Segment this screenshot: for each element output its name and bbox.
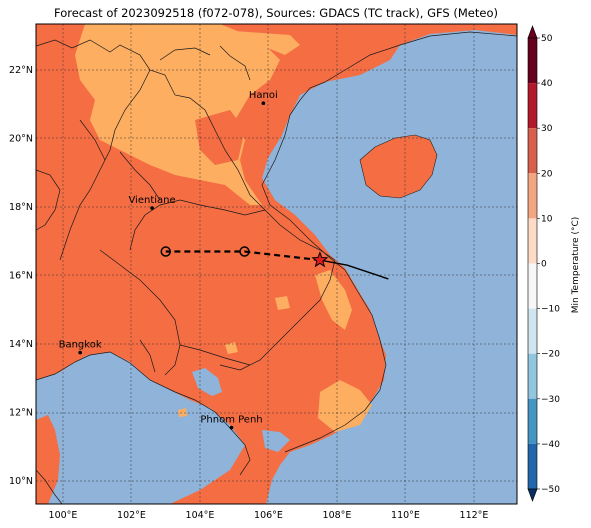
- colorbar-tick-label: −40: [541, 440, 560, 450]
- lat-tick-label: 18°N: [9, 202, 33, 213]
- colorbar-segment: [528, 398, 537, 444]
- city-label: Bangkok: [59, 340, 102, 351]
- longitude-labels: 100°E 102°E 104°E 106°E 108°E 110°E 112°E: [49, 510, 489, 521]
- lon-tick-label: 100°E: [49, 510, 78, 521]
- lat-tick-label: 10°N: [9, 476, 33, 487]
- colorbar-segment: [528, 128, 537, 174]
- colorbar-segment: [528, 38, 537, 84]
- lat-tick-label: 16°N: [9, 271, 33, 282]
- lat-tick-label: 22°N: [9, 65, 33, 76]
- tc-current-position-star-icon: [311, 251, 329, 268]
- colorbar-tick-label: −30: [541, 395, 560, 405]
- colorbar-label: Min Temperature (°C): [571, 217, 581, 314]
- colorbar-tick-label: −20: [541, 350, 560, 360]
- colorbar: 50 40 30 20 10 0 −10 −20 −30 −40 −50: [527, 25, 560, 502]
- lat-tick-label: 12°N: [9, 408, 33, 419]
- map-frame: [35, 23, 518, 505]
- tc-forecast-track: [165, 250, 320, 262]
- city-label: Hanoi: [249, 90, 278, 101]
- lon-tick-label: 112°E: [460, 510, 489, 521]
- colorbar-tick-label: −50: [541, 485, 560, 495]
- tc-forecast-point-icon: [160, 246, 171, 257]
- tc-past-track: [319, 259, 389, 280]
- colorbar-segment: [528, 308, 537, 354]
- colorbar-segment: [528, 263, 537, 309]
- land-mild-northeast: [220, 30, 300, 55]
- lon-tick-label: 106°E: [254, 510, 283, 521]
- colorbar-tick-label: 10: [541, 214, 553, 224]
- land-mild-patch-5: [178, 408, 187, 417]
- city-label: Vientiane: [128, 195, 175, 206]
- colorbar-tick-label: 30: [541, 124, 553, 134]
- mekong-delta-water: [262, 430, 290, 452]
- colorbar-segment: [528, 218, 537, 264]
- city-label: Phnom Penh: [200, 415, 262, 426]
- map-area: Hanoi Vientiane Bangkok Phnom Penh: [36, 24, 517, 504]
- colorbar-top-arrow-icon: [527, 25, 538, 39]
- colorbar-tick-label: 20: [541, 169, 553, 179]
- tc-forecast-point-icon: [239, 246, 250, 257]
- lat-tick-label: 20°N: [9, 134, 33, 145]
- colorbar-tick-label: 40: [541, 79, 553, 89]
- land-mild-patch-4: [225, 342, 238, 354]
- land-mild-coast-1: [315, 270, 352, 330]
- country-borders: [36, 31, 517, 504]
- lon-tick-label: 104°E: [186, 510, 215, 521]
- colorbar-tick-label: −10: [541, 305, 560, 315]
- city-dot-icon: [261, 101, 266, 106]
- colorbar-segment: [528, 443, 537, 489]
- gulf-of-thailand: [36, 352, 245, 504]
- city-dot-icon: [229, 425, 234, 430]
- peninsula-land: [36, 415, 60, 504]
- colorbar-segment: [528, 83, 537, 129]
- lat-tick-label: 14°N: [9, 339, 33, 350]
- colorbar-tick-label: 0: [541, 260, 547, 270]
- land-mild-coast-2: [318, 380, 372, 432]
- hainan-island: [359, 134, 438, 199]
- city-markers: Hanoi Vientiane Bangkok Phnom Penh: [59, 90, 278, 430]
- city-dot-icon: [150, 206, 154, 210]
- colorbar-segment: [528, 173, 537, 219]
- tc-forecast-positions: [160, 246, 250, 257]
- lon-tick-label: 110°E: [391, 510, 420, 521]
- lon-tick-label: 102°E: [117, 510, 146, 521]
- colorbar-bottom-arrow-icon: [527, 488, 538, 502]
- city-dot-icon: [78, 350, 82, 355]
- colorbar-segment: [528, 353, 537, 399]
- latitude-labels: 22°N 20°N 18°N 16°N 14°N 12°N 10°N: [9, 65, 33, 487]
- figure-title: Forecast of 2023092518 (f072-078), Sourc…: [54, 6, 498, 20]
- land-mild-patch-3: [275, 296, 290, 310]
- colorbar-tick-label: 50: [541, 34, 553, 44]
- lon-tick-label: 108°E: [323, 510, 352, 521]
- tonle-sap-lake: [192, 368, 222, 396]
- land-warm-pocket: [195, 110, 245, 165]
